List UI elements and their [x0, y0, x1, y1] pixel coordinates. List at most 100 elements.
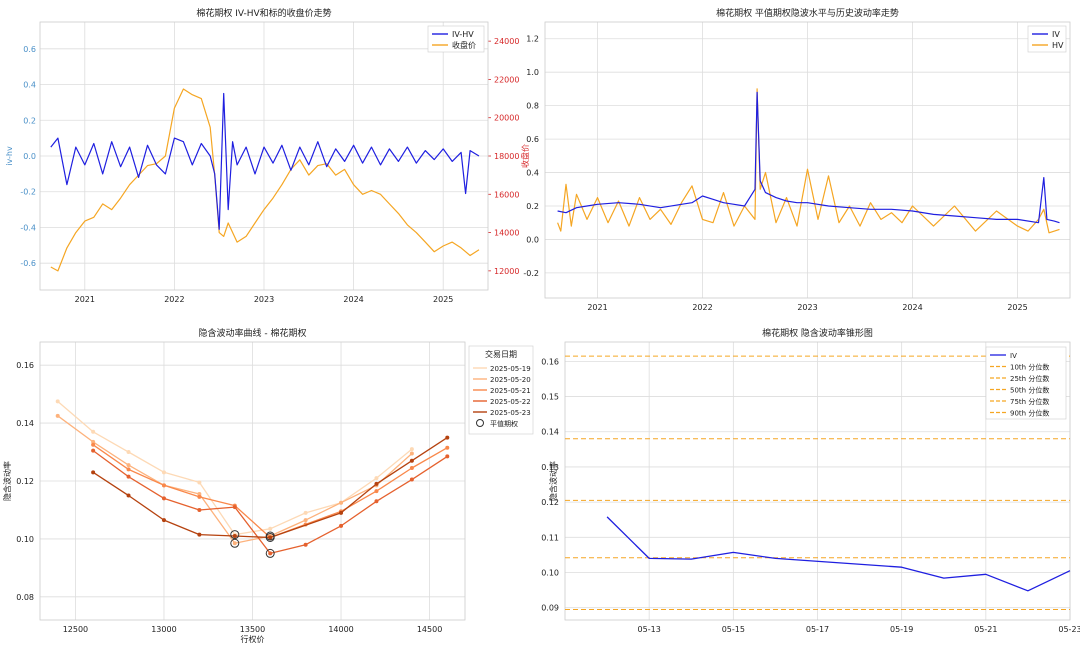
- smile-point: [55, 399, 60, 404]
- plot-frame: [39, 21, 489, 291]
- y-right-tick-label: 12000: [494, 267, 519, 276]
- smile-point: [374, 481, 379, 486]
- legend-label: 75th 分位数: [1010, 397, 1049, 406]
- chart-title: 棉花期权 IV-HV和标的收盘价走势: [196, 7, 331, 19]
- smile-point: [374, 489, 379, 494]
- smile-point: [126, 450, 131, 455]
- legend-label: IV: [1052, 30, 1060, 39]
- plot-frame: [564, 341, 1071, 621]
- smile-point: [409, 451, 414, 456]
- smile-point: [445, 454, 450, 459]
- y-tick-label: 0.13: [541, 463, 559, 472]
- close-price-line: [50, 88, 480, 272]
- smile-point: [303, 542, 308, 547]
- chart-title: 棉花期权 隐含波动率锥形图: [762, 327, 873, 339]
- y-tick-label: 1.2: [526, 35, 539, 44]
- x-tick-label: 05-13: [638, 625, 661, 634]
- smile-point: [409, 447, 414, 452]
- smile-point: [91, 439, 96, 444]
- smile-point: [445, 445, 450, 450]
- y-tick-label: 0.4: [526, 169, 539, 178]
- x-tick-label: 05-19: [890, 625, 913, 634]
- smile-point: [161, 496, 166, 501]
- y-axis-label: 隐含波动率: [2, 461, 12, 501]
- smile-point: [126, 463, 131, 468]
- x-tick-label: 14500: [417, 625, 442, 634]
- smile-point: [91, 470, 96, 475]
- y-tick-label: 0.16: [541, 357, 559, 366]
- y-tick-label: 0.16: [16, 361, 34, 370]
- smile-point: [197, 494, 202, 499]
- iv-hv-level-chart: 2021 2022 2023 2024 2025 -0.2 0.0 0.2 0.4 0.6 0.8 1…: [523, 7, 1071, 312]
- atm-point-marker: [230, 530, 240, 540]
- y-axis-label: iv-hv: [5, 146, 14, 166]
- x-tick-label: 2022: [692, 303, 712, 312]
- smile-point: [232, 534, 237, 539]
- iv-hv-close-chart: 2021 2022 2023 2024 2025 -0.6 -0.4 -0.2 0.0 0.2 0.…: [5, 7, 530, 304]
- iv-line: [557, 91, 1060, 224]
- legend-label: HV: [1052, 41, 1064, 50]
- legend-box: [1027, 25, 1067, 53]
- smile-point: [303, 518, 308, 523]
- y-tick-label: 0.4: [23, 81, 36, 90]
- y-tick-label: 0.11: [541, 533, 559, 542]
- smile-point: [91, 442, 96, 447]
- x-tick-label: 2025: [433, 295, 453, 304]
- y-tick-label: 0.0: [526, 235, 539, 244]
- y-tick-label: 1.0: [526, 68, 539, 77]
- hv-line: [557, 88, 1060, 234]
- smile-point: [126, 467, 131, 472]
- smile-point: [409, 458, 414, 463]
- x-tick-label: 2024: [343, 295, 363, 304]
- legend-label: IV-HV: [452, 30, 474, 39]
- smile-line-2025-05-23: [92, 437, 448, 539]
- smile-point: [91, 429, 96, 434]
- x-tick-label: 2021: [75, 295, 95, 304]
- legend-label: IV: [1010, 352, 1017, 360]
- smile-point: [409, 465, 414, 470]
- x-tick-label: 2023: [797, 303, 817, 312]
- legend-label: 90th 分位数: [1010, 409, 1049, 418]
- y-right-tick-label: 22000: [494, 75, 519, 84]
- smile-point: [232, 541, 237, 546]
- x-tick-label: 2021: [587, 303, 607, 312]
- smile-point: [161, 483, 166, 488]
- y-tick-label: 0.12: [541, 498, 559, 507]
- y-tick-label: 0.09: [541, 604, 559, 613]
- atm-point-marker: [265, 548, 275, 558]
- y-tick-label: -0.2: [523, 269, 539, 278]
- x-tick-label: 2023: [254, 295, 274, 304]
- legend-label: 平值期权: [490, 419, 518, 428]
- smile-point: [374, 499, 379, 504]
- y-right-tick-label: 20000: [494, 114, 519, 123]
- y-right-tick-label: 14000: [494, 229, 519, 238]
- smile-point: [339, 510, 344, 515]
- legend-label: 25th 分位数: [1010, 374, 1049, 383]
- legend-box: [427, 25, 485, 53]
- chart-title: 隐含波动率曲线 - 棉花期权: [199, 327, 307, 339]
- iv-cone-chart: 05-13 05-15 05-17 05-19 05-21 05-23 0.09 0.10 0.…: [541, 327, 1080, 634]
- y-tick-label: 0.10: [541, 568, 559, 577]
- x-tick-label: 05-21: [974, 625, 997, 634]
- smile-point: [91, 448, 96, 453]
- y-tick-label: 0.14: [16, 419, 34, 428]
- y-tick-label: 0.6: [526, 135, 539, 144]
- smile-point: [303, 510, 308, 515]
- y-tick-label: 0.0: [23, 152, 36, 161]
- smile-line-2025-05-19: [57, 400, 413, 536]
- x-tick-label: 2025: [1007, 303, 1027, 312]
- y-right-axis-label: 收盘价: [520, 144, 530, 168]
- y-tick-label: -0.2: [20, 188, 36, 197]
- smile-point: [161, 518, 166, 523]
- smile-point: [268, 535, 273, 540]
- atm-point-marker: [230, 538, 240, 548]
- legend-label: 2025-05-21: [490, 387, 531, 395]
- smile-point: [268, 526, 273, 531]
- smile-point: [126, 474, 131, 479]
- y-tick-label: 0.10: [16, 535, 34, 544]
- iv-line: [606, 516, 1071, 592]
- smile-point: [126, 493, 131, 498]
- y-tick-label: 0.8: [526, 102, 539, 111]
- smile-point: [232, 505, 237, 510]
- y-tick-label: 0.15: [541, 393, 559, 402]
